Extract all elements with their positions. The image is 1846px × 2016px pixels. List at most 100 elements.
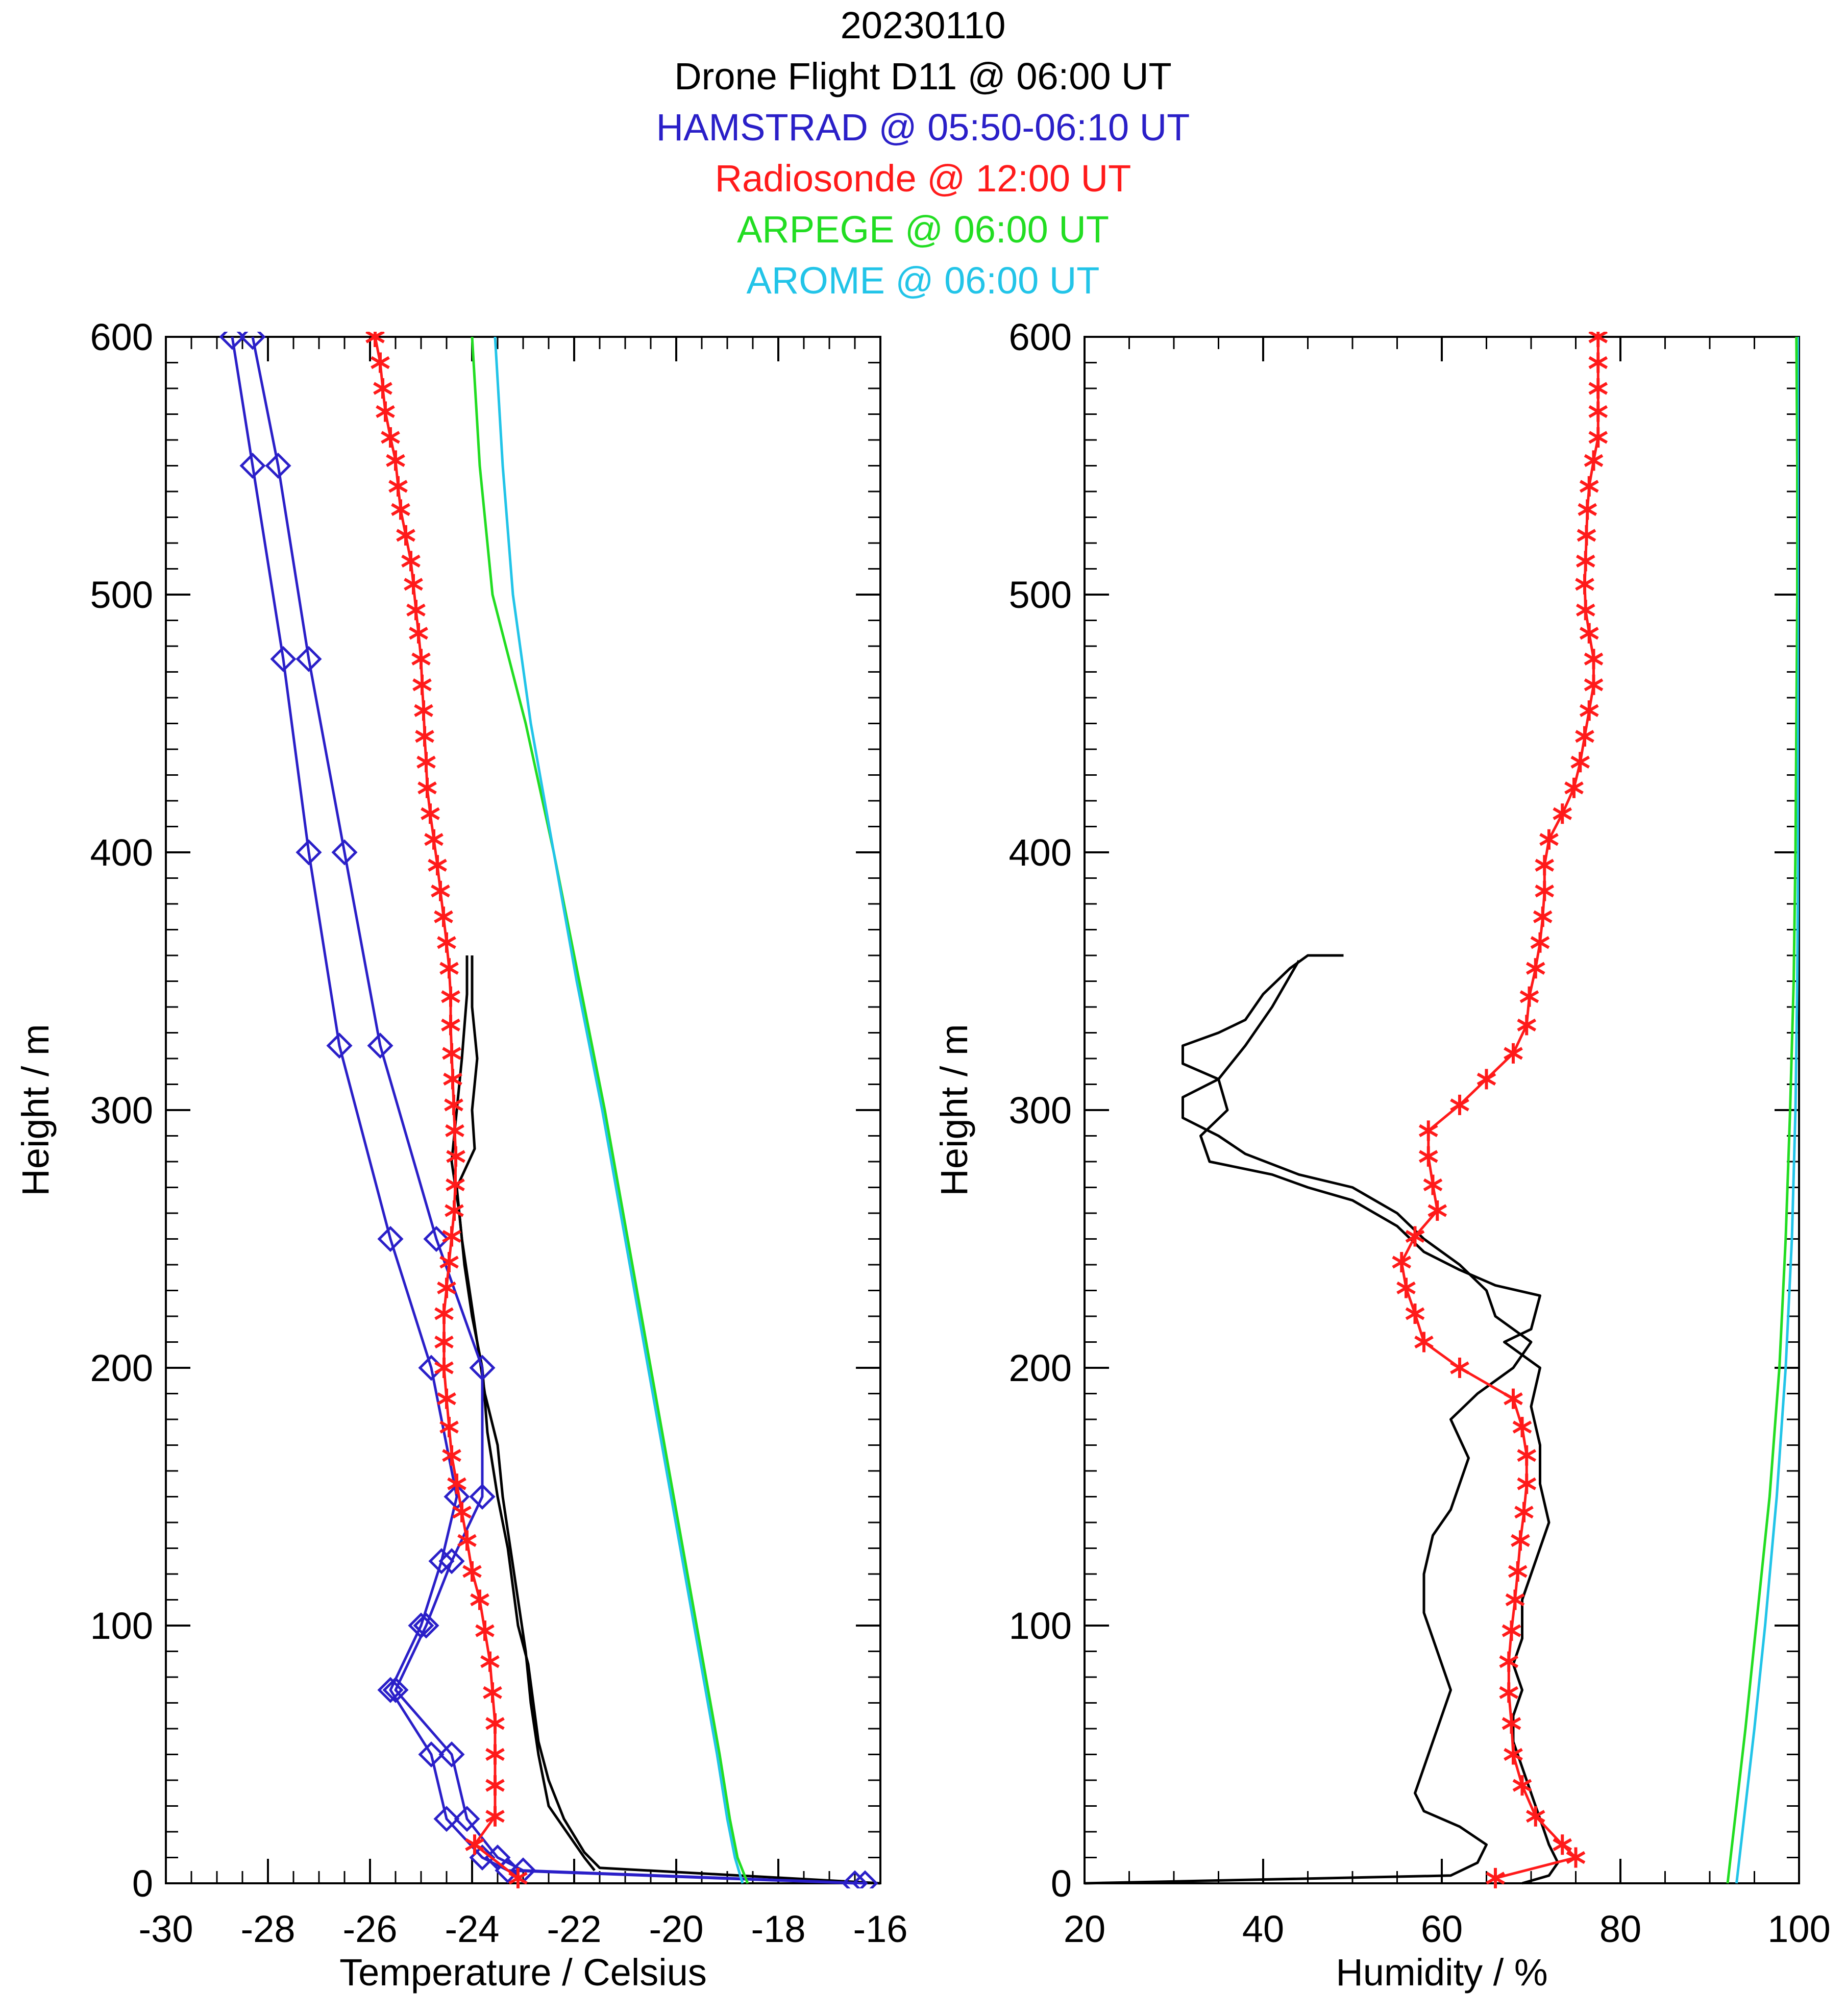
- asterisk-marker: [485, 1775, 505, 1796]
- title-arpege: ARPEGE @ 06:00 UT: [736, 208, 1110, 251]
- series-drone: [1085, 954, 1533, 1885]
- asterisk-marker: [1575, 574, 1594, 595]
- asterisk-marker: [1525, 958, 1545, 979]
- diamond-marker: [438, 1548, 465, 1575]
- series-line-drone: [450, 955, 880, 1885]
- asterisk-marker: [1499, 1651, 1519, 1672]
- series-arome: [494, 336, 744, 1884]
- series-line-drone: [1199, 960, 1559, 1885]
- asterisk-marker: [1519, 986, 1539, 1007]
- title-date: 20230110: [840, 4, 1006, 46]
- diamond-marker: [418, 1741, 445, 1768]
- asterisk-marker: [1588, 427, 1608, 448]
- asterisk-marker: [441, 1015, 460, 1036]
- asterisk-marker: [1514, 1502, 1534, 1522]
- diamond-marker: [265, 452, 291, 479]
- asterisk-marker: [1577, 525, 1596, 546]
- asterisk-marker: [371, 352, 390, 373]
- series-drone: [1199, 960, 1559, 1885]
- asterisk-marker: [415, 726, 434, 747]
- asterisk-marker: [1427, 1200, 1447, 1221]
- x-axis-label: Temperature / Celsius: [339, 1951, 707, 1994]
- asterisk-marker: [1578, 499, 1597, 520]
- asterisk-marker: [404, 574, 423, 595]
- asterisk-marker: [1553, 803, 1572, 824]
- asterisk-marker: [1499, 1682, 1519, 1703]
- asterisk-marker: [1414, 1332, 1434, 1353]
- diamond-marker: [382, 1677, 409, 1703]
- x-tick-label: 100: [1767, 1908, 1830, 1950]
- asterisk-marker: [439, 1251, 459, 1272]
- asterisk-marker: [1476, 1069, 1496, 1090]
- series-line-radiosonde: [1400, 337, 1599, 1880]
- y-tick-label: 600: [90, 316, 153, 358]
- asterisk-marker: [434, 1332, 454, 1353]
- asterisk-marker: [424, 829, 444, 850]
- x-tick-label: -30: [139, 1908, 193, 1950]
- asterisk-marker: [1588, 332, 1608, 347]
- asterisk-marker: [1579, 476, 1599, 497]
- asterisk-marker: [412, 674, 432, 695]
- asterisk-marker: [1570, 752, 1590, 773]
- asterisk-marker: [1502, 1713, 1521, 1734]
- asterisk-marker: [1553, 1834, 1572, 1855]
- y-tick-label: 0: [132, 1862, 153, 1905]
- diamond-marker: [484, 1844, 511, 1871]
- asterisk-marker: [1588, 378, 1608, 399]
- diamond-marker: [270, 646, 297, 672]
- asterisk-marker: [485, 1806, 505, 1827]
- humidity-panel: 20 40 60 80 100 0 100 200 300 400 500 600 Humidity /…: [933, 316, 1831, 1994]
- plot-frame: [165, 336, 881, 1884]
- asterisk-marker: [446, 1146, 465, 1167]
- x-tick-label: 20: [1064, 1908, 1105, 1950]
- diamond-marker: [331, 839, 358, 866]
- asterisk-marker: [470, 1589, 489, 1610]
- asterisk-marker: [1533, 906, 1553, 927]
- diamond-marker: [413, 1612, 439, 1639]
- asterisk-marker: [1396, 1277, 1416, 1298]
- asterisk-marker: [442, 1445, 461, 1466]
- series-line-hamstrad: [251, 336, 866, 1885]
- asterisk-marker: [1405, 1226, 1425, 1247]
- asterisk-marker: [457, 1530, 477, 1551]
- diamond-marker: [367, 1032, 393, 1059]
- asterisk-marker: [1584, 450, 1604, 471]
- asterisk-marker: [1450, 1358, 1469, 1378]
- asterisk-marker: [442, 1043, 461, 1064]
- asterisk-marker: [434, 1358, 454, 1378]
- asterisk-marker: [1504, 1744, 1523, 1765]
- asterisk-marker: [452, 1502, 472, 1522]
- asterisk-marker: [1423, 1174, 1443, 1195]
- diamond-marker: [852, 1870, 878, 1888]
- diamond-marker: [454, 1806, 480, 1832]
- diamond-marker: [326, 1032, 353, 1059]
- diamond-marker: [469, 1355, 496, 1381]
- series-line-hamstrad: [231, 336, 855, 1885]
- x-tick-label: 40: [1242, 1908, 1284, 1950]
- asterisk-marker: [1530, 932, 1550, 953]
- asterisk-marker: [485, 1744, 505, 1765]
- asterisk-marker: [1564, 777, 1584, 798]
- asterisk-marker: [439, 958, 459, 979]
- x-axis-label: Humidity / %: [1336, 1951, 1547, 1994]
- asterisk-marker: [1517, 1473, 1537, 1494]
- y-axis-label: Height / m: [933, 1024, 975, 1196]
- y-tick-label: 300: [1009, 1089, 1072, 1132]
- series-line-drone: [455, 955, 596, 1872]
- asterisk-marker: [365, 332, 385, 347]
- asterisk-marker: [483, 1682, 502, 1703]
- x-tick-label: -26: [343, 1908, 398, 1950]
- asterisk-marker: [431, 880, 450, 901]
- asterisk-marker: [437, 1277, 456, 1298]
- asterisk-marker: [485, 1713, 505, 1734]
- asterisk-marker: [462, 1561, 482, 1582]
- asterisk-marker: [445, 1120, 464, 1141]
- x-tick-label: -24: [445, 1908, 500, 1950]
- asterisk-marker: [439, 1417, 459, 1438]
- asterisk-marker: [441, 986, 460, 1007]
- asterisk-marker: [1450, 1094, 1469, 1115]
- x-tick-label: -20: [649, 1908, 704, 1950]
- asterisk-marker: [421, 803, 440, 824]
- asterisk-marker: [417, 777, 437, 798]
- asterisk-marker: [1539, 829, 1559, 850]
